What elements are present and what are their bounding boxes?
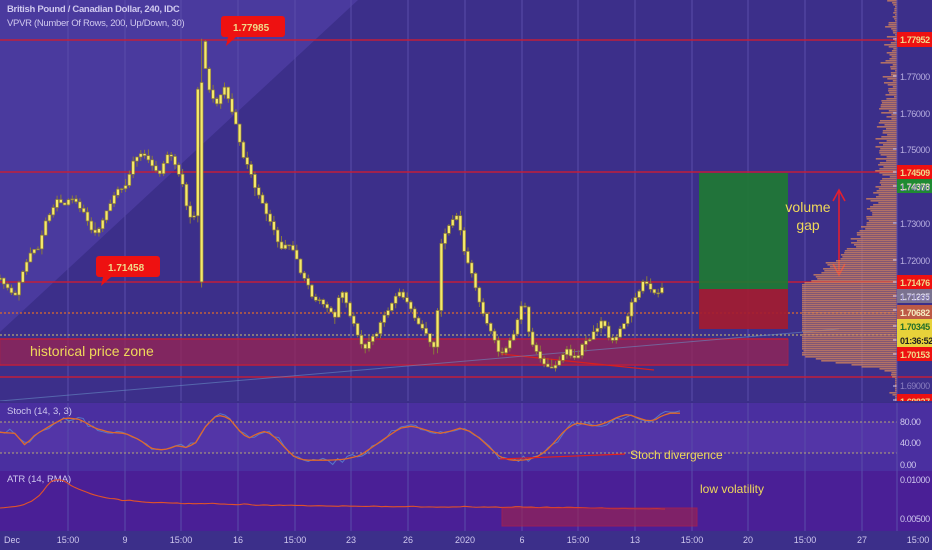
svg-text:1.70682: 1.70682 bbox=[900, 308, 930, 318]
svg-text:1.71458: 1.71458 bbox=[108, 263, 145, 274]
svg-text:0.00: 0.00 bbox=[900, 460, 916, 470]
svg-text:20: 20 bbox=[743, 535, 753, 545]
svg-text:historical price zone: historical price zone bbox=[30, 343, 154, 359]
svg-text:15:00: 15:00 bbox=[57, 535, 80, 545]
svg-text:1.77952: 1.77952 bbox=[900, 35, 930, 45]
svg-text:low volatility: low volatility bbox=[700, 482, 764, 496]
svg-text:volume: volume bbox=[785, 199, 830, 215]
svg-text:15:00: 15:00 bbox=[907, 535, 930, 545]
svg-text:0.01000: 0.01000 bbox=[900, 475, 930, 485]
svg-text:9: 9 bbox=[122, 535, 127, 545]
svg-text:1.72000: 1.72000 bbox=[900, 256, 930, 266]
svg-text:1.70345: 1.70345 bbox=[900, 322, 930, 332]
svg-text:1.71000: 1.71000 bbox=[900, 293, 930, 303]
svg-text:26: 26 bbox=[403, 535, 413, 545]
svg-text:Stoch divergence: Stoch divergence bbox=[630, 448, 723, 462]
svg-text:1.76000: 1.76000 bbox=[900, 109, 930, 119]
svg-text:40.00: 40.00 bbox=[900, 438, 921, 448]
svg-text:15:00: 15:00 bbox=[681, 535, 704, 545]
svg-text:15:00: 15:00 bbox=[794, 535, 817, 545]
svg-text:1.77000: 1.77000 bbox=[900, 72, 930, 82]
svg-text:16: 16 bbox=[233, 535, 243, 545]
svg-text:VPVR (Number Of Rows, 200, Up/: VPVR (Number Of Rows, 200, Up/Down, 30) bbox=[7, 18, 184, 29]
svg-text:15:00: 15:00 bbox=[284, 535, 307, 545]
svg-text:1.77985: 1.77985 bbox=[233, 23, 270, 34]
svg-text:1.70153: 1.70153 bbox=[900, 350, 930, 360]
svg-text:0.00500: 0.00500 bbox=[900, 514, 930, 524]
svg-text:6: 6 bbox=[519, 535, 524, 545]
svg-text:1.74000: 1.74000 bbox=[900, 183, 930, 193]
svg-text:Dec: Dec bbox=[4, 535, 21, 545]
svg-text:1.73000: 1.73000 bbox=[900, 219, 930, 229]
svg-text:British Pound / Canadian Dolla: British Pound / Canadian Dollar, 240, ID… bbox=[7, 4, 180, 15]
svg-text:27: 27 bbox=[857, 535, 867, 545]
svg-text:1.74509: 1.74509 bbox=[900, 168, 930, 178]
svg-text:15:00: 15:00 bbox=[170, 535, 193, 545]
svg-text:13: 13 bbox=[630, 535, 640, 545]
svg-text:gap: gap bbox=[796, 217, 820, 233]
svg-text:01:36:52: 01:36:52 bbox=[900, 336, 932, 346]
svg-text:80.00: 80.00 bbox=[900, 417, 921, 427]
svg-text:23: 23 bbox=[346, 535, 356, 545]
svg-text:ATR (14, RMA): ATR (14, RMA) bbox=[7, 474, 71, 485]
svg-text:2020: 2020 bbox=[455, 535, 475, 545]
svg-text:1.75000: 1.75000 bbox=[900, 145, 930, 155]
svg-text:1.69000: 1.69000 bbox=[900, 381, 930, 391]
svg-text:1.71476: 1.71476 bbox=[900, 278, 930, 288]
svg-text:Stoch (14, 3, 3): Stoch (14, 3, 3) bbox=[7, 406, 72, 417]
svg-text:15:00: 15:00 bbox=[567, 535, 590, 545]
svg-text:1.68827: 1.68827 bbox=[900, 397, 930, 401]
